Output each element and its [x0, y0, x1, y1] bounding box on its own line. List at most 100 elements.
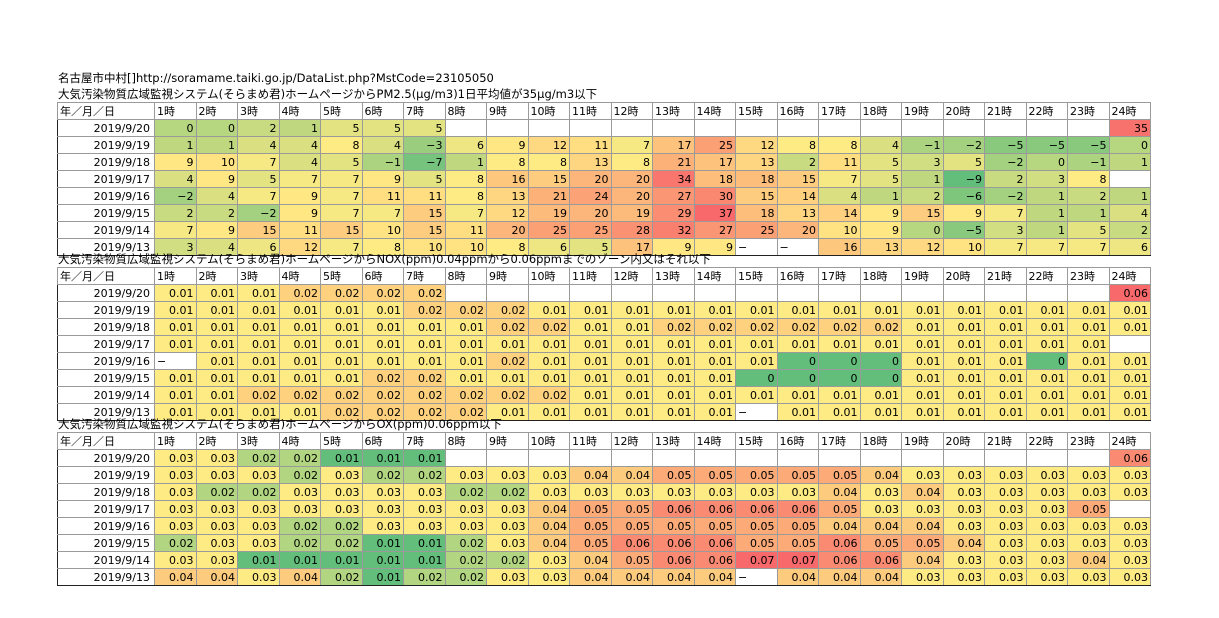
value-cell: 34	[652, 170, 695, 188]
value-cell: 0.02	[361, 403, 404, 421]
value-cell: 8	[776, 136, 819, 154]
value-cell: 0.03	[361, 500, 404, 518]
value-cell: 30	[693, 187, 736, 205]
value-cell: 5	[859, 153, 902, 171]
value-cell: 0.03	[1067, 517, 1110, 535]
table-row: 2019/9/19 0.03 0.03 0.03 0.02 0.03 0.02 0.02 0.0…	[57, 466, 1151, 484]
section-title-ox: 大気汚染物質広域監視システム(そらまめ君)ホームページからOX(ppm)0.06…	[58, 417, 502, 431]
value-cell	[444, 449, 487, 467]
value-cell: 0.01	[1025, 301, 1068, 319]
value-cell: 15	[237, 221, 280, 239]
value-cell: 0.03	[361, 517, 404, 535]
value-cell: 0.01	[195, 386, 238, 404]
column-header-hour: 3時	[237, 267, 280, 285]
column-header-hour: 5時	[320, 432, 363, 450]
value-cell	[610, 119, 653, 137]
value-cell: 0.02	[278, 386, 321, 404]
value-cell: −	[735, 568, 778, 586]
value-cell: 0.02	[693, 318, 736, 336]
value-cell: 0.03	[154, 483, 197, 501]
value-cell: 0.01	[237, 284, 280, 302]
value-cell: 9	[486, 136, 529, 154]
value-cell: 0.01	[942, 318, 985, 336]
value-cell: 0.01	[320, 369, 363, 387]
value-cell: 0.01	[403, 534, 446, 552]
value-cell: 12	[901, 238, 944, 256]
value-cell: 0.04	[527, 534, 570, 552]
value-cell: 0.03	[237, 534, 280, 552]
column-header-hour: 3時	[237, 102, 280, 120]
value-cell: 3	[901, 153, 944, 171]
value-cell: 0.01	[569, 352, 612, 370]
value-cell: 0.04	[154, 568, 197, 586]
value-cell: 0.01	[444, 335, 487, 353]
value-cell: 0.03	[942, 483, 985, 501]
table-row: 2019/9/15 0.02 0.03 0.03 0.02 0.02 0.01 0.01 0.0…	[57, 534, 1151, 552]
value-cell: 0.05	[776, 466, 819, 484]
value-cell: 0.03	[486, 500, 529, 518]
value-cell: 0.02	[527, 318, 570, 336]
value-cell: 0.01	[527, 335, 570, 353]
column-header-hour: 23時	[1067, 102, 1110, 120]
value-cell: 0.02	[403, 369, 446, 387]
value-cell: 0.05	[693, 466, 736, 484]
column-header-hour: 7時	[403, 432, 446, 450]
column-header-hour: 13時	[652, 432, 695, 450]
value-cell: 0	[859, 369, 902, 387]
value-cell: 14	[818, 204, 861, 222]
value-cell: −5	[984, 136, 1027, 154]
value-cell: 0.01	[901, 301, 944, 319]
column-header-hour: 18時	[859, 432, 902, 450]
column-header-hour: 3時	[237, 432, 280, 450]
value-cell: 0.01	[237, 352, 280, 370]
value-cell: 7	[984, 204, 1027, 222]
value-cell: 0.01	[652, 352, 695, 370]
value-cell: 6	[1108, 238, 1151, 256]
value-cell: 0.02	[486, 551, 529, 569]
date-cell: 2019/9/17	[57, 500, 155, 518]
column-header-hour: 1時	[154, 267, 197, 285]
value-cell: 0.05	[569, 500, 612, 518]
value-cell: 0.02	[444, 534, 487, 552]
value-cell: 0.01	[859, 403, 902, 421]
table-row: 2019/9/19 1 1 4 4 8 4 −3 6 9 12 11 7 17 25 12 8 8 4 −1 −2 −5−…	[57, 136, 1151, 154]
value-cell: 2	[154, 204, 197, 222]
column-header-hour: 9時	[486, 102, 529, 120]
value-cell: 0.03	[1025, 500, 1068, 518]
column-header-date: 年／月／日	[57, 102, 155, 120]
value-cell: 8	[361, 238, 404, 256]
value-cell: 0.05	[610, 517, 653, 535]
value-cell: 0.01	[278, 551, 321, 569]
table-row: 2019/9/15 0.01 0.01 0.01 0.01 0.01 0.02 0.02 0.0…	[57, 369, 1151, 387]
value-cell: 15	[403, 204, 446, 222]
header-row: 年／月／日 1時 2時 3時 4時 5時 6時 7時 8時 9時 10時 11時 12時 13時 14時 15…	[57, 432, 1151, 450]
value-cell: 1	[195, 136, 238, 154]
value-cell: 16	[486, 170, 529, 188]
value-cell: 0.01	[569, 386, 612, 404]
value-cell: 12	[486, 204, 529, 222]
value-cell	[1067, 119, 1110, 137]
value-cell: 0	[776, 352, 819, 370]
value-cell: 0.01	[527, 369, 570, 387]
column-header-hour: 9時	[486, 267, 529, 285]
value-cell: 0.01	[652, 403, 695, 421]
value-cell: 0.01	[237, 318, 280, 336]
date-cell: 2019/9/18	[57, 483, 155, 501]
value-cell: 1	[1108, 187, 1151, 205]
value-cell: 0.01	[403, 352, 446, 370]
value-cell: 0.03	[942, 500, 985, 518]
table-row: 2019/9/15 2 2 −2 9 7 7 15 7 12 19 20 19 29 37 18 13 14 9 15…	[57, 204, 1151, 222]
value-cell: 0.01	[1025, 318, 1068, 336]
column-header-hour: 12時	[610, 432, 653, 450]
column-header-hour: 4時	[278, 102, 321, 120]
value-cell: 0.03	[527, 466, 570, 484]
value-cell: 0.03	[984, 483, 1027, 501]
value-cell: 0.03	[195, 449, 238, 467]
column-header-hour: 15時	[735, 267, 778, 285]
value-cell: 0.03	[984, 568, 1027, 586]
value-cell: 0.02	[444, 301, 487, 319]
value-cell: 0.03	[320, 483, 363, 501]
value-cell: 0.01	[984, 403, 1027, 421]
value-cell: 0.03	[195, 551, 238, 569]
column-header-hour: 21時	[984, 267, 1027, 285]
